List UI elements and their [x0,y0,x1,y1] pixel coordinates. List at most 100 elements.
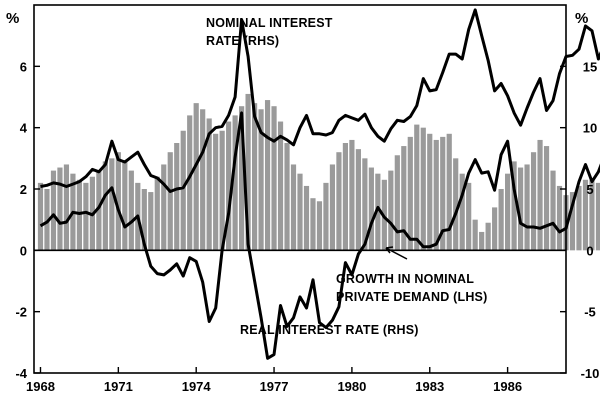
growth-bar [459,173,465,251]
growth-bar [375,173,381,251]
right-tick-label: 0 [586,243,593,258]
right-tick-label: 15 [583,59,597,74]
nominal-interest-rate-line [40,8,600,193]
right-tick-label: 5 [586,182,593,197]
growth-bar [290,164,297,251]
right-unit-label: % [575,10,588,27]
growth-bar [595,182,600,251]
growth-bar [394,155,400,251]
growth-bar [284,143,290,251]
growth-bar [239,106,245,251]
growth-bar [342,143,349,251]
growth-bar [63,164,70,251]
growth-bar [446,133,452,251]
growth-bar [213,133,219,251]
growth-bar [323,182,329,251]
growth-bar [388,170,394,251]
growth-bar [200,109,206,251]
growth-bar [174,143,180,251]
growth-bar [310,198,316,251]
real-interest-rate-line [39,111,600,360]
growth-bar [187,115,193,251]
growth-bar [297,173,303,251]
growth-bar [589,179,595,251]
x-tick-label: 1968 [26,379,55,394]
growth-bar [83,182,89,251]
growth-bar [492,207,498,251]
growth-bar [362,158,368,251]
growth-bar [329,164,336,251]
x-tick-label: 1980 [337,379,366,394]
left-unit-label: % [6,10,19,27]
growth-bar [440,136,446,251]
growth-bar [505,173,511,251]
growth-bar [530,152,537,251]
nominal-rate-annotation-line1: NOMINAL INTEREST [206,16,333,30]
growth-bar [154,176,160,251]
growth-bar [148,192,154,251]
growth-bar [524,164,530,251]
growth-bar [193,103,199,251]
growth-bar [102,161,108,251]
growth-bar [109,158,115,251]
growth-bar [50,170,57,251]
growth-bar [251,103,258,251]
growth-bar [498,189,504,251]
growth-bar [115,152,121,251]
growth-bar [427,133,433,251]
growth-bar [401,146,407,251]
growth-bar [226,121,232,251]
growth-bar [479,231,485,251]
growth-bar [336,152,342,251]
nominal-rate-annotation-line2: RATE (RHS) [206,34,279,48]
growth-bar [569,192,576,251]
left-tick-label: -4 [15,366,27,381]
growth-bar [433,139,439,251]
growth-bar [414,124,420,251]
growth-bar [206,118,212,251]
growth-bar [543,146,550,251]
right-tick-label: 10 [583,121,597,136]
growth-bar [128,170,134,251]
x-tick-label: 1977 [260,379,289,394]
growth-bar [167,152,173,251]
real-rate-annotation: REAL INTEREST RATE (RHS) [240,323,419,337]
x-tick-label: 1986 [493,379,522,394]
growth-bar [37,182,44,251]
growth-bar [271,106,277,251]
growth-bar [245,93,251,251]
growth-bar [576,185,582,251]
growth-bar [511,161,517,251]
growth-bar [76,179,83,251]
x-tick-label: 1983 [415,379,444,394]
growth-bar [556,185,563,251]
growth-bar [122,161,128,251]
growth-annotation-arrow [385,246,408,260]
growth-annotation-line1: GROWTH IN NOMINAL [336,272,474,286]
growth-bar [219,130,225,251]
growth-bar [232,115,238,251]
growth-bar [96,170,102,251]
growth-bar [355,149,361,251]
x-tick-label: 1974 [182,379,212,394]
growth-bar [537,139,543,251]
growth-bar [368,167,374,251]
growth-bar [485,222,491,251]
growth-bar [57,167,63,251]
growth-bar [258,109,264,251]
growth-bar [517,167,524,251]
growth-annotation-line2: PRIVATE DEMAND (LHS) [336,290,487,304]
right-tick-label: -5 [584,305,596,320]
left-tick-label: -2 [15,305,27,320]
left-tick-label: 0 [20,243,27,258]
growth-bar [466,182,472,251]
growth-bar [264,100,271,251]
left-tick-label: 2 [20,182,27,197]
growth-bar [44,189,50,251]
growth-bar [277,121,284,251]
growth-bar [472,219,478,251]
growth-bar [161,164,167,251]
growth-bar [303,185,310,251]
growth-bar [349,139,355,251]
